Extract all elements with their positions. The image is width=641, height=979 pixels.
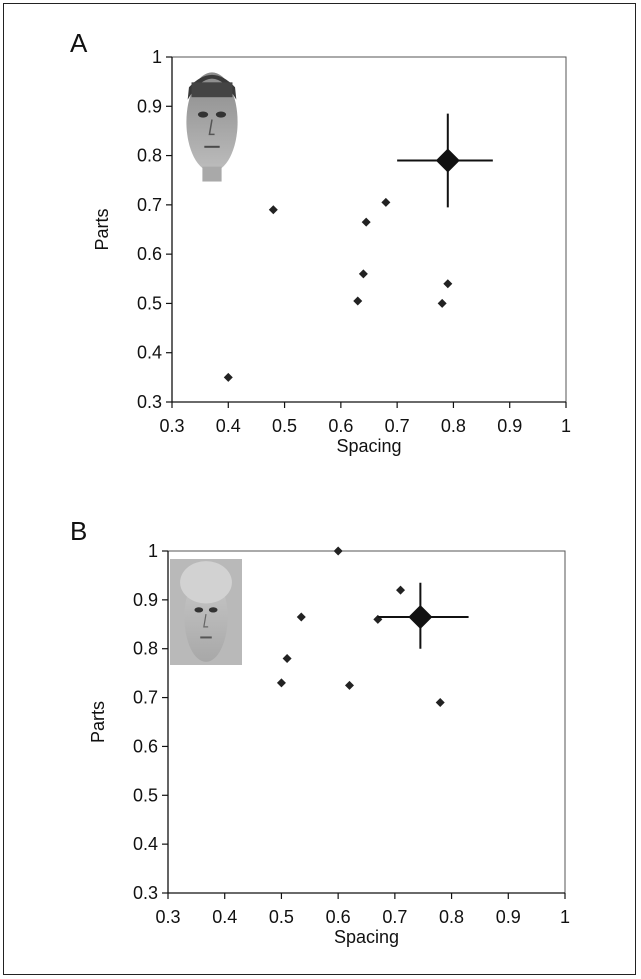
data-point <box>296 612 306 622</box>
y-tick-label: 0.3 <box>133 883 158 903</box>
x-tick-label: 1 <box>561 416 571 436</box>
x-tick-label: 0.3 <box>155 907 180 927</box>
data-point <box>333 546 343 556</box>
y-tick-label: 0.5 <box>137 293 162 313</box>
x-tick-label: 0.9 <box>496 907 521 927</box>
hair-shape <box>187 74 237 100</box>
hair-band <box>191 82 233 98</box>
hair-cap <box>180 561 232 604</box>
data-point <box>282 653 292 663</box>
data-point <box>268 205 278 215</box>
x-tick-label: 0.9 <box>497 416 522 436</box>
right-eye <box>215 111 227 118</box>
x-tick-label: 0.8 <box>439 907 464 927</box>
x-tick-label: 1 <box>560 907 570 927</box>
mean-point <box>408 604 433 629</box>
data-point <box>381 197 391 207</box>
x-tick-label: 0.7 <box>385 416 410 436</box>
x-tick-label: 0.4 <box>216 416 241 436</box>
data-point <box>358 269 368 279</box>
data-point <box>437 298 447 308</box>
y-tick-label: 0.8 <box>133 639 158 659</box>
left-eye <box>194 607 204 613</box>
data-point <box>276 678 286 688</box>
x-tick-label: 0.6 <box>326 907 351 927</box>
panel-b: B 0.3 0.4 0.5 0.6 0.7 0.8 0.9 1 0.3 0.4 0.5 0.6 0.7 0.… <box>70 516 570 947</box>
mean-point <box>435 148 460 173</box>
panel-a: A 0.3 0.4 0.5 0.6 0.7 0.8 0.9 1 0.3 0.4 0.5 0.6 0.7 0.… <box>70 28 571 456</box>
y-tick-label: 0.9 <box>137 96 162 116</box>
nose <box>203 614 209 628</box>
x-tick-label: 0.5 <box>269 907 294 927</box>
x-tick-label: 0.8 <box>441 416 466 436</box>
y-tick-label: 1 <box>148 541 158 561</box>
y-axis-title: Parts <box>92 208 112 250</box>
data-point <box>396 585 406 595</box>
panel-label: A <box>70 28 88 58</box>
y-tick-label: 0.7 <box>137 195 162 215</box>
x-axis-title: Spacing <box>334 927 399 947</box>
data-point <box>435 697 445 707</box>
y-tick-label: 0.4 <box>133 834 158 854</box>
face-photo-inset <box>186 72 238 182</box>
x-tick-label: 0.3 <box>159 416 184 436</box>
x-tick-label: 0.5 <box>272 416 297 436</box>
y-tick-label: 0.6 <box>133 736 158 756</box>
y-tick-label: 0.6 <box>137 244 162 264</box>
y-tick-label: 0.9 <box>133 590 158 610</box>
figure-frame <box>3 3 636 975</box>
y-tick-label: 0.8 <box>137 146 162 166</box>
y-tick-label: 0.7 <box>133 688 158 708</box>
face-photo-inset <box>170 559 242 665</box>
panel-label: B <box>70 516 87 546</box>
neck <box>202 166 222 182</box>
right-eye <box>208 607 218 613</box>
x-axis-title: Spacing <box>336 436 401 456</box>
left-eye <box>197 111 209 118</box>
data-point <box>443 279 453 289</box>
y-tick-label: 0.4 <box>137 343 162 363</box>
y-tick-label: 0.5 <box>133 785 158 805</box>
data-point <box>223 372 233 382</box>
data-point <box>353 296 363 306</box>
x-tick-label: 0.4 <box>212 907 237 927</box>
x-tick-label: 0.6 <box>328 416 353 436</box>
x-tick-label: 0.7 <box>382 907 407 927</box>
y-tick-label: 0.3 <box>137 392 162 412</box>
data-point <box>344 680 354 690</box>
nose <box>208 119 215 136</box>
y-tick-label: 1 <box>152 47 162 67</box>
y-axis-title: Parts <box>88 701 108 743</box>
data-point <box>361 217 371 227</box>
